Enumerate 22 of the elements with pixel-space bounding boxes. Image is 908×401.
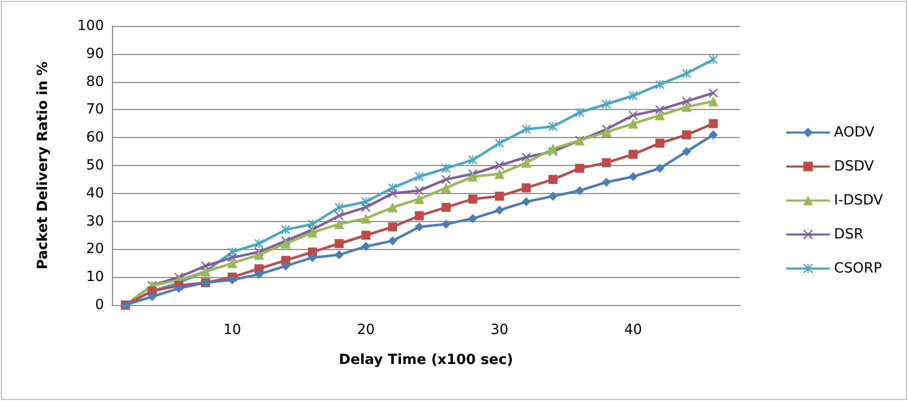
legend-label: AODV [834,124,875,140]
legend-label: CSORP [834,260,882,276]
y-tick-label: 40 [86,185,104,202]
y-tick-label: 100 [77,18,104,34]
legend-label: I-DSDV [834,192,884,208]
x-axis-title: Delay Time (x100 sec) [338,352,514,368]
y-axis-title: Packet Delivery Ratio in % [35,62,51,270]
y-tick-label: 30 [86,213,104,230]
legend-label: DSDV [834,158,874,174]
y-tick-label: 80 [86,74,104,90]
y-tick-label: 70 [86,102,104,118]
x-tick-label: 40 [624,322,642,338]
x-tick-label: 30 [490,322,508,338]
y-tick-label: 90 [86,46,104,62]
x-tick-label: 20 [356,322,375,338]
legend-label: DSR [834,226,864,242]
x-tick-label: 10 [223,322,242,338]
y-tick-label: 0 [95,297,104,313]
y-tick-label: 10 [86,269,104,286]
y-tick-label: 50 [86,158,104,174]
y-tick-label: 60 [86,130,104,146]
y-tick-label: 20 [86,241,104,258]
